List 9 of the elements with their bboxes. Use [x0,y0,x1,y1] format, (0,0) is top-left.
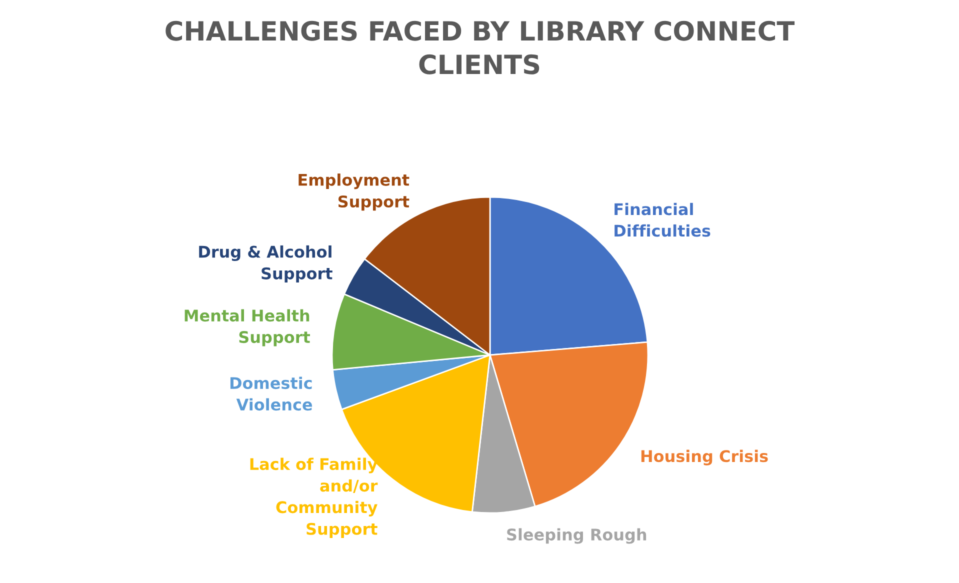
slice-label: Drug & Alcohol Support [199,245,332,283]
slice-label: Sleeping Rough [507,528,646,544]
slice-label: Mental Health Support [184,309,310,346]
slice-label: Lack of Family and/or Community Support [250,458,378,538]
chart-title: CHALLENGES FACED BY LIBRARY CONNECT CLIENTS [166,20,795,74]
slice-label: Employment Support [298,174,410,211]
slice-label: Domestic Violence [230,376,312,411]
slice-label: Financial Difficulties [614,202,710,237]
slice-label: Housing Crisis [641,450,768,466]
